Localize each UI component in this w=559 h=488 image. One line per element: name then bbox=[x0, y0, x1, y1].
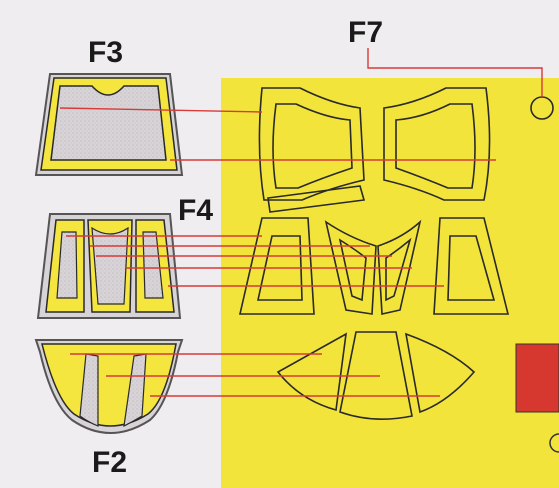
red-swatch bbox=[515, 343, 559, 413]
mask-piece-f3-bottom-left bbox=[267, 185, 366, 213]
mask-piece-f4-center-left-inner bbox=[338, 238, 367, 302]
leader-line-f7 bbox=[367, 48, 543, 97]
mask-piece-f2-right bbox=[404, 332, 476, 414]
mask-piece-f4-center-left bbox=[324, 220, 377, 315]
mask-piece-f4-right bbox=[433, 217, 510, 315]
edge-circle bbox=[549, 433, 559, 453]
mask-piece-f4-left-inner bbox=[257, 235, 303, 301]
label-f3: F3 bbox=[88, 36, 123, 69]
f3-part bbox=[34, 73, 184, 176]
f4-part bbox=[36, 213, 182, 319]
label-f2: F2 bbox=[92, 446, 127, 479]
mask-piece-f4-left bbox=[238, 217, 315, 315]
mask-piece-f3-right bbox=[383, 87, 491, 201]
leader-lines bbox=[59, 48, 543, 397]
mask-piece-f4-center-right bbox=[377, 219, 422, 315]
f2-part bbox=[34, 339, 184, 434]
mask-piece-f2-center bbox=[339, 331, 413, 420]
label-f7: F7 bbox=[348, 16, 383, 49]
leader-line-f3-a bbox=[59, 107, 263, 113]
label-f4: F4 bbox=[178, 194, 213, 227]
mask-pieces bbox=[238, 87, 554, 420]
mask-piece-f4-right-inner bbox=[447, 235, 496, 301]
mask-sheet bbox=[221, 78, 559, 488]
mask-piece-f3-left-inner bbox=[272, 103, 353, 189]
mask-piece-f3-right-inner bbox=[395, 103, 476, 189]
